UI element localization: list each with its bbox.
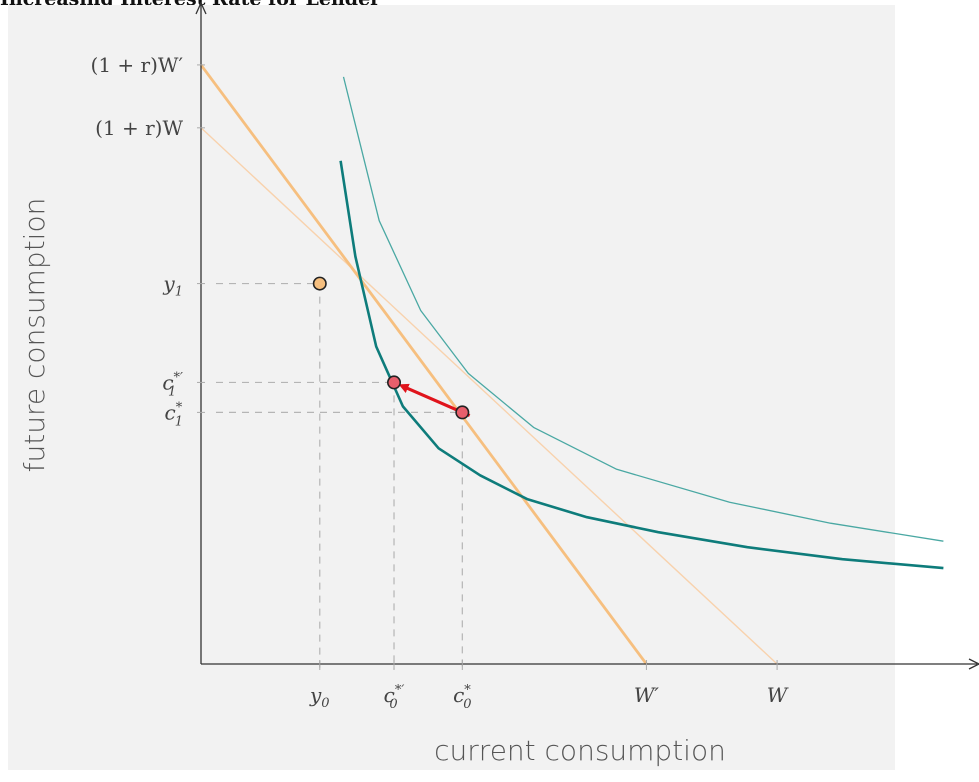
y-tick-label-1: (1 + r)W <box>95 116 183 140</box>
series-indiff-new <box>339 160 944 570</box>
axes <box>195 1 979 670</box>
y-tick-label-0: (1 + r)W′ <box>91 53 184 77</box>
points-layer <box>312 276 471 420</box>
series-layer <box>199 64 944 665</box>
y-axis-arrow <box>195 1 207 15</box>
y-tick-label-2: y1 <box>162 272 183 300</box>
x-tick-label-2: c* 0 <box>453 683 471 712</box>
x-axis-arrow <box>968 658 979 670</box>
x-tick-label-3: W′ <box>634 683 660 707</box>
x-tick-label-1: c*′ 0 <box>384 683 405 712</box>
series-budget-old <box>200 127 778 665</box>
x-tick-label-0: y0 <box>309 683 330 711</box>
point-1 <box>387 375 402 390</box>
y-tick-label-4: c* 1 <box>165 400 183 429</box>
series-budget-new <box>199 64 648 665</box>
x-axis-label: current consumption <box>434 734 726 767</box>
guide-lines <box>216 282 463 669</box>
point-0 <box>312 276 327 291</box>
y-tick-label-3: c*′ 1 <box>162 370 183 399</box>
x-tick-label-4: W <box>767 683 789 707</box>
plot-background <box>8 5 895 770</box>
y-axis-label: future consumption <box>18 198 51 473</box>
tick-labels: y0 c*′ 0 c* 0 W′ W (1 + r)W′ (1 + r)W y1 c*′ 1c* 1 <box>91 53 789 712</box>
point-2 <box>455 405 470 420</box>
series-indiff-old <box>342 76 944 542</box>
